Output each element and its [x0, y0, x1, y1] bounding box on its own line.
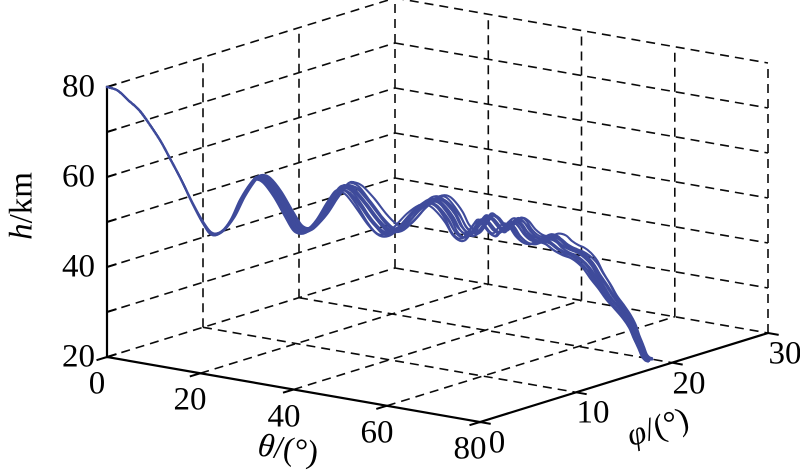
trajectory-curve [105, 85, 653, 360]
y-tick-label: 0 [488, 424, 506, 461]
trajectory-curve [105, 85, 650, 363]
trajectory-curve [105, 85, 650, 362]
trajectory-curve [105, 85, 651, 362]
x-tick-label: 20 [173, 381, 207, 418]
z-tick-label: 20 [62, 338, 95, 375]
x-axis-unit: /(°) [271, 429, 321, 472]
z-tick-label: 80 [62, 68, 95, 105]
tick-marks [96, 83, 779, 427]
x-tick-label: 0 [88, 365, 106, 402]
z-axis-unit: /km [3, 172, 40, 224]
x-tick-label: 40 [267, 398, 301, 435]
z-tick-label: 60 [62, 158, 95, 195]
x-tick-label: 80 [453, 430, 487, 467]
x-tick-label: 60 [360, 414, 394, 451]
z-tick-label: 40 [62, 248, 95, 285]
y-tick-label: 30 [768, 335, 800, 372]
z-axis-title: h/km [3, 172, 40, 240]
trajectory-curve [105, 85, 649, 362]
z-axis-variable: h [3, 223, 40, 240]
x-axis-title: θ/(°) [256, 427, 321, 472]
trajectory-curve [105, 85, 650, 362]
y-tick-label: 20 [672, 365, 706, 402]
trajectory-bundle [105, 85, 654, 363]
y-tick-label: 10 [576, 394, 610, 431]
